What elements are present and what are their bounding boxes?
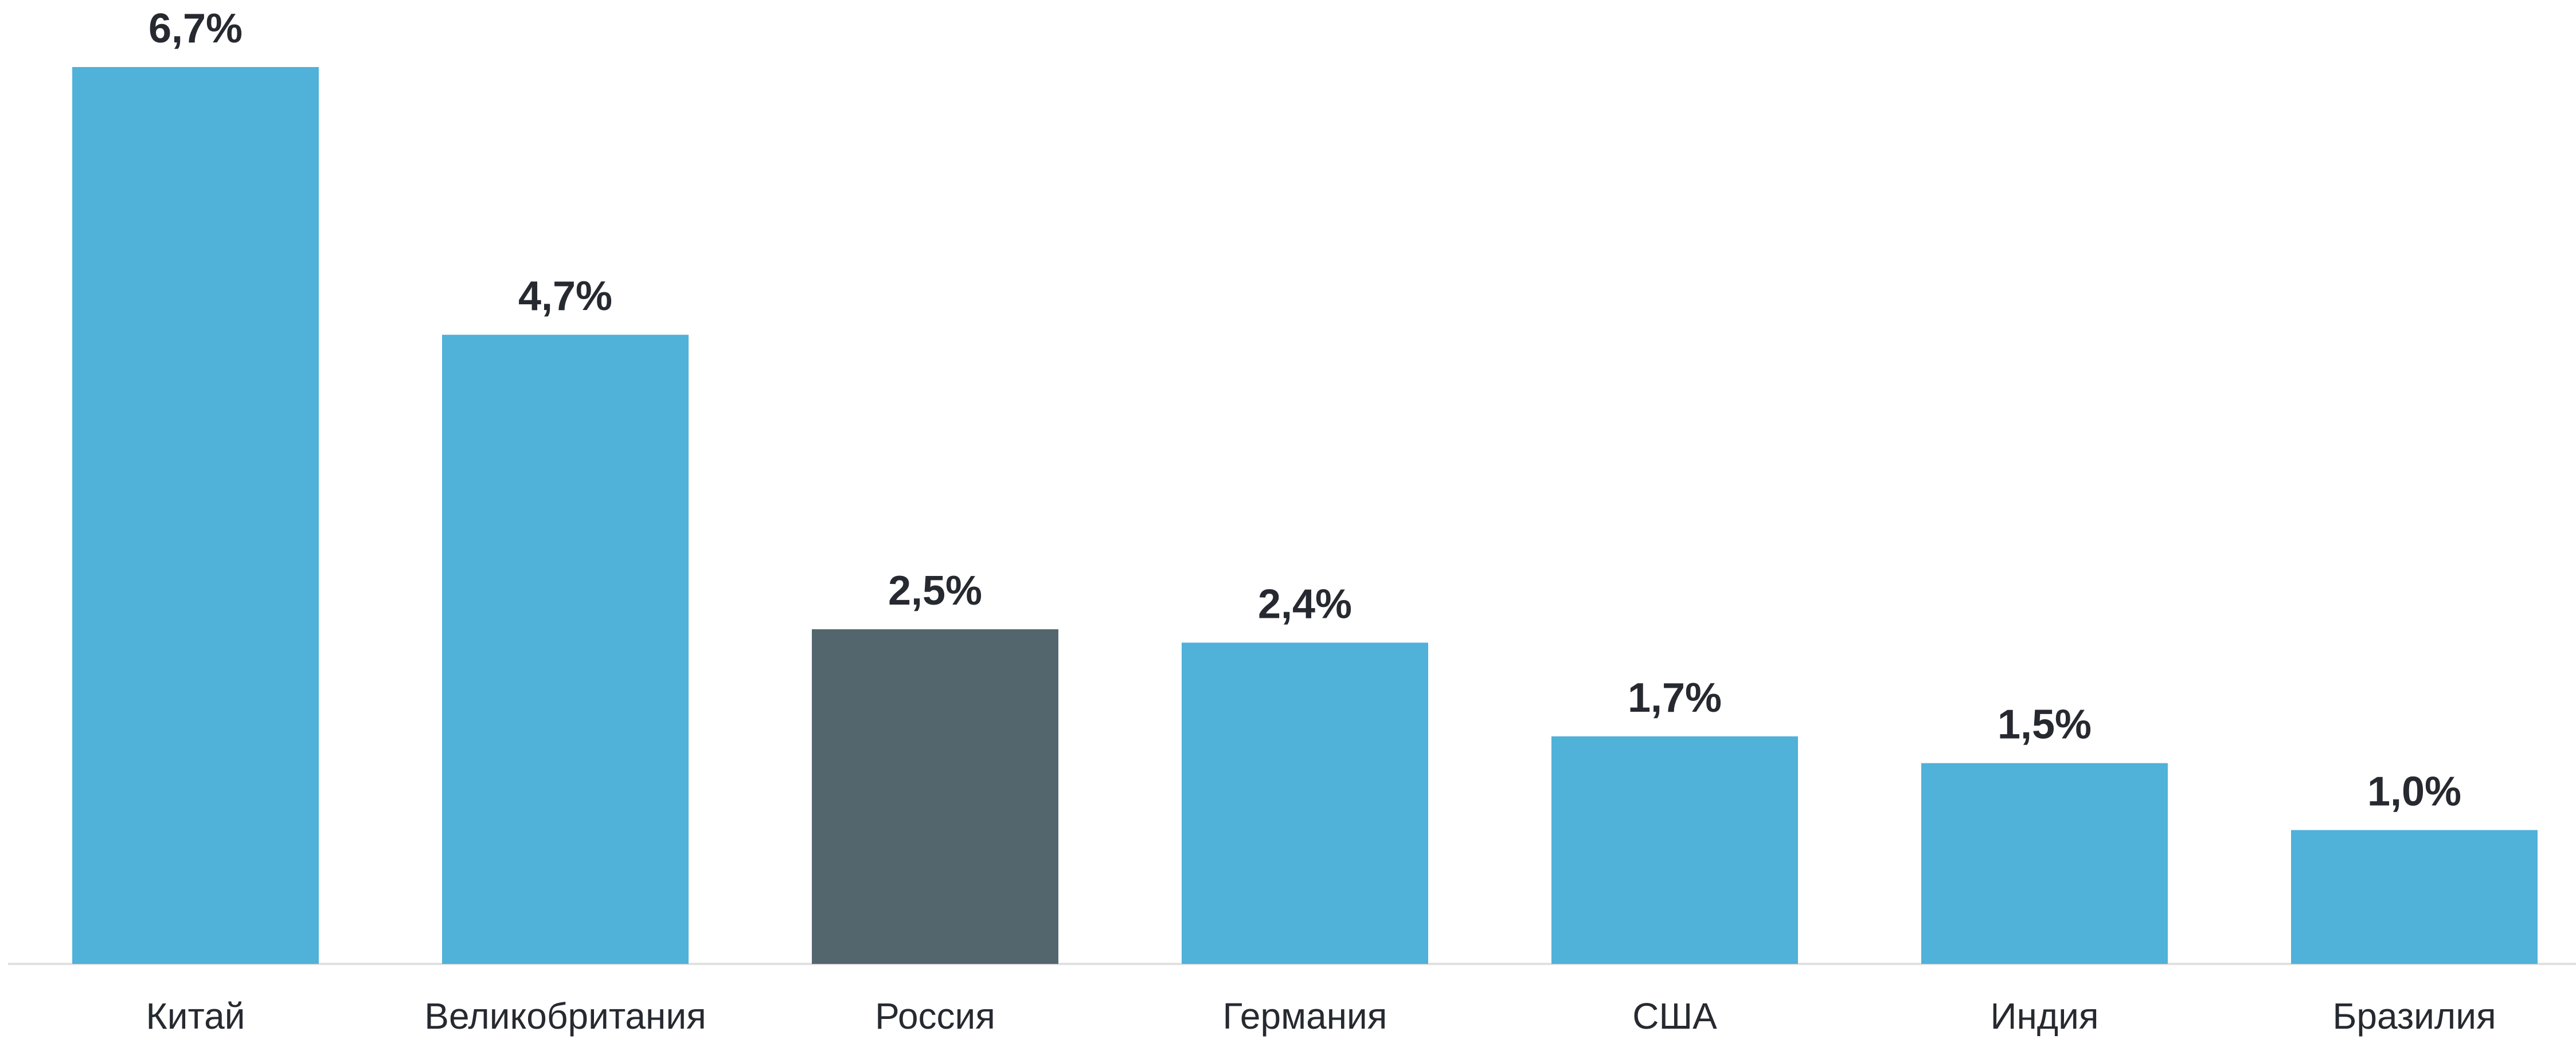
value-label: 4,7% [518,273,612,319]
value-label: 2,5% [888,568,982,614]
bar [2291,830,2538,964]
bar [72,67,319,964]
bar [442,335,689,964]
x-tick-label: Китай [146,995,245,1037]
bar [812,629,1058,964]
bar [1921,763,2168,964]
value-label: 2,4% [1258,581,1352,627]
x-tick-label: Индия [1990,995,2098,1037]
x-tick-label: Германия [1223,995,1387,1037]
x-tick-label: США [1632,995,1717,1037]
value-label: 1,0% [2367,769,2461,814]
value-label: 1,7% [1628,675,1722,721]
value-label: 1,5% [1998,702,2092,748]
x-tick-label: Россия [875,995,995,1037]
x-tick-label: Бразилия [2332,995,2496,1037]
value-label: 6,7% [148,6,243,52]
bar [1182,642,1428,964]
bar [1551,736,1798,964]
x-tick-label: Великобритания [424,995,706,1037]
